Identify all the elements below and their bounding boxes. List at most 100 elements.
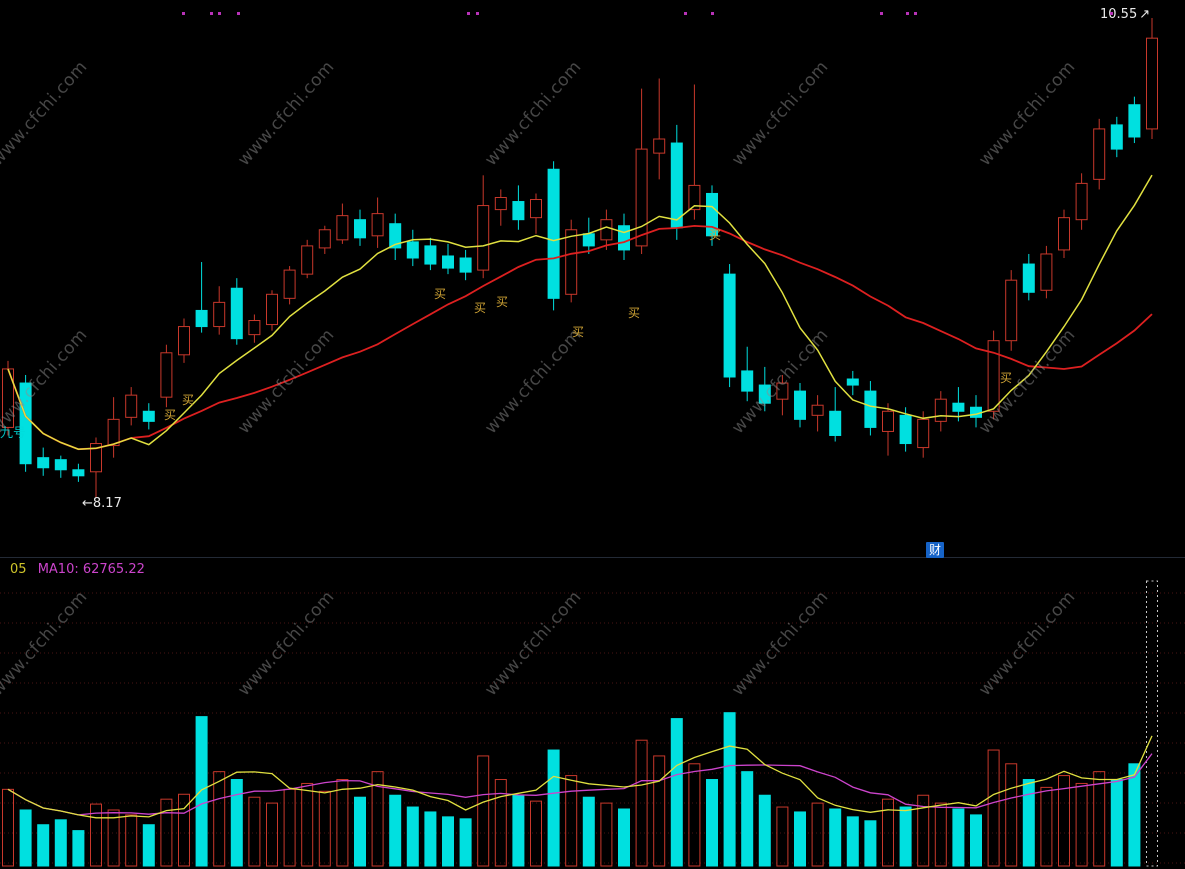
candle-down (758, 384, 771, 404)
volume-bar-up (107, 809, 120, 867)
candle-up (248, 320, 261, 336)
candle-up (336, 215, 349, 241)
volume-bar-down (706, 779, 718, 867)
volume-bar-down (670, 718, 683, 867)
candle-up (688, 184, 701, 211)
candle-down (1022, 263, 1035, 293)
candle-down (142, 410, 155, 422)
volume-bar-up (1005, 763, 1018, 867)
candle-down (512, 201, 525, 221)
pane-divider (0, 557, 1185, 558)
volume-ma5-fragment: 05 (10, 562, 27, 577)
candle-down (723, 273, 736, 378)
volume-bar-down (195, 716, 208, 867)
volume-bar-down (230, 779, 243, 867)
volume-pane[interactable] (0, 558, 1185, 869)
volume-bar-down (354, 796, 366, 867)
candle-down (389, 223, 402, 249)
candle-up (1146, 37, 1158, 130)
candle-up (600, 219, 613, 241)
volume-bar-down (582, 796, 595, 867)
volume-bar-down (846, 816, 859, 867)
volume-bar-up (635, 739, 648, 867)
candle-up (301, 245, 314, 275)
volume-bar-current-dashed (1146, 580, 1158, 867)
volume-bar-down (970, 814, 982, 867)
volume-bar-down (1110, 779, 1123, 867)
volume-bar-up (653, 755, 666, 867)
volume-bar-down (1128, 763, 1141, 867)
volume-bar-down (794, 811, 806, 867)
volume-bar-up (987, 749, 1000, 867)
volume-bar-up (1040, 786, 1053, 867)
candle-down (547, 168, 560, 299)
price-ma-fast-line (7, 174, 1153, 450)
volume-bar-up (882, 798, 894, 867)
candle-up (987, 340, 1000, 412)
volume-bar-down (864, 820, 877, 867)
candle-down (706, 192, 718, 237)
candle-up (125, 394, 138, 418)
candle-up (494, 196, 507, 211)
candle-up (107, 418, 120, 447)
candle-down (952, 402, 965, 412)
candle-up (160, 352, 173, 398)
volume-bar-up (2, 788, 14, 867)
volume-bar-down (829, 808, 842, 867)
candle-down (195, 309, 208, 328)
candle-up (1058, 217, 1070, 251)
candle-up (1040, 253, 1053, 291)
candle-up (635, 148, 648, 247)
candle-down (829, 410, 842, 436)
price-ma-slow-line (7, 224, 1153, 451)
candle-down (846, 378, 859, 386)
candle-down (442, 255, 454, 269)
candle-down (970, 406, 982, 418)
candle-up (477, 205, 490, 271)
candle-down (1128, 104, 1141, 138)
price-candlestick-pane[interactable] (0, 0, 1185, 558)
volume-bar-up (494, 779, 507, 867)
candle-up (776, 382, 789, 400)
volume-ma10-value: MA10: 62765.22 (37, 562, 145, 577)
volume-bar-up (600, 802, 613, 867)
candle-up (530, 199, 542, 219)
candle-up (371, 213, 384, 237)
volume-bar-up (530, 800, 542, 867)
volume-ma-slow-line (7, 753, 1153, 816)
candle-down (54, 459, 67, 471)
candle-down (794, 390, 806, 420)
volume-bar-up (934, 802, 947, 867)
volume-ma-header: 05 MA10: 62765.22 (10, 562, 145, 577)
candle-up (917, 418, 930, 449)
finance-badge[interactable]: 财 (926, 542, 945, 558)
candle-up (266, 293, 278, 326)
volume-bar-up (283, 788, 296, 867)
volume-bar-down (512, 794, 525, 867)
volume-bar-up (477, 755, 490, 867)
candle-down (19, 382, 32, 465)
volume-bar-up (1058, 775, 1070, 867)
candle-down (37, 457, 50, 469)
volume-bar-down (618, 808, 630, 867)
volume-bar-down (142, 824, 155, 867)
volume-bar-up (565, 775, 578, 867)
volume-bar-down (459, 818, 472, 867)
volume-bar-down (424, 811, 437, 867)
candle-up (318, 229, 331, 249)
candle-down (230, 287, 243, 340)
candle-up (283, 269, 296, 299)
volume-bar-down (952, 808, 965, 867)
volume-bar-down (19, 809, 32, 867)
volume-bar-up (336, 779, 349, 867)
candle-down (618, 225, 630, 251)
volume-bar-up (1075, 782, 1088, 867)
candle-down (864, 390, 877, 428)
candle-down (899, 414, 912, 445)
volume-bar-down (54, 819, 67, 867)
volume-bar-up (213, 771, 226, 867)
volume-bar-up (90, 803, 102, 867)
candle-down (1110, 124, 1123, 150)
candle-down (459, 257, 472, 273)
